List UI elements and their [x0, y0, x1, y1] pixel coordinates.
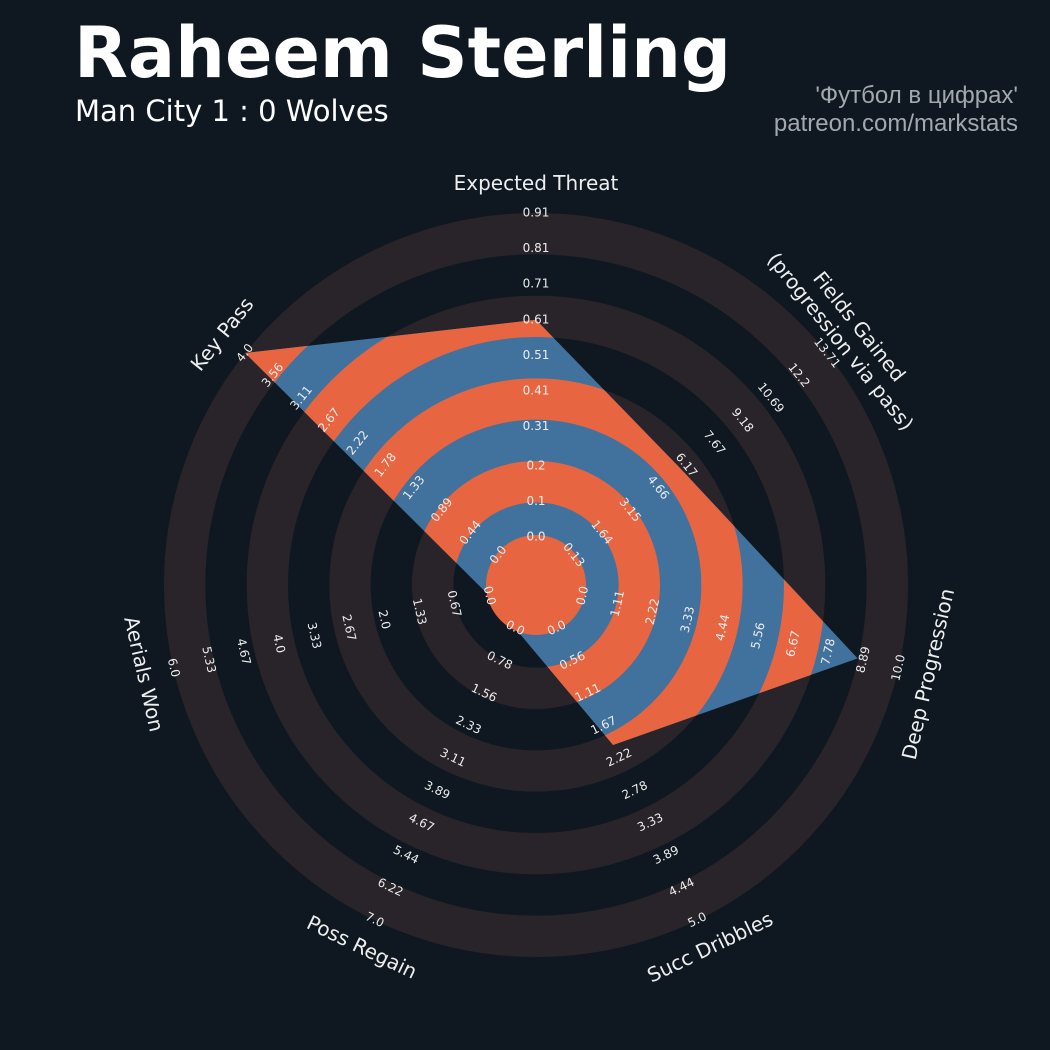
tick-label: 0.81: [523, 241, 550, 255]
tick-label: 0.0: [526, 530, 545, 544]
tick-label: 5.33: [199, 645, 219, 674]
tick-label: 3.33: [678, 605, 698, 634]
background-ring: [164, 213, 908, 957]
tick-label: 10.0: [888, 653, 908, 682]
tick-label: 3.89: [422, 778, 452, 802]
tick-label: 1.33: [410, 597, 430, 626]
tick-label: 4.0: [270, 633, 288, 655]
tick-label: 2.0: [375, 609, 393, 631]
credit: patreon.com/markstats: [773, 110, 1018, 137]
tick-label: 8.89: [853, 645, 873, 674]
subtitle: Man City 1 : 0 Wolves: [75, 94, 389, 128]
tick-label: 4.67: [234, 637, 254, 666]
tick-label: 2.67: [339, 613, 359, 642]
tick-label: 0.51: [523, 348, 550, 362]
background-ring: [246, 295, 826, 875]
tick-label: 0.31: [523, 419, 550, 433]
tick-label: 2.22: [643, 597, 663, 626]
center-circle: [486, 535, 586, 635]
title: Raheem Sterling: [74, 12, 732, 94]
credit: 'Футбол в цифрах': [815, 82, 1018, 109]
tick-label: 0.2: [526, 458, 545, 472]
tick-label: 0.0: [573, 585, 591, 607]
parameter-label: Expected Threat: [453, 171, 619, 195]
tick-label: 0.41: [523, 384, 550, 398]
tick-label: 6.67: [783, 629, 803, 658]
tick-label: 0.91: [523, 206, 550, 220]
tick-label: 3.33: [305, 621, 325, 650]
tick-label: 0.0: [481, 585, 499, 607]
tick-label: 4.44: [713, 613, 733, 642]
tick-label: 7.78: [818, 637, 838, 666]
tick-label: 6.0: [165, 657, 183, 679]
tick-label: 1.11: [608, 589, 628, 618]
tick-label: 0.67: [445, 589, 465, 618]
tick-label: 2.78: [620, 778, 650, 802]
tick-label: 5.56: [748, 621, 768, 650]
tick-label: 0.61: [523, 312, 550, 326]
tick-label: 0.71: [523, 277, 550, 291]
tick-label: 7.67: [701, 428, 729, 458]
tick-label: 0.1: [526, 494, 545, 508]
